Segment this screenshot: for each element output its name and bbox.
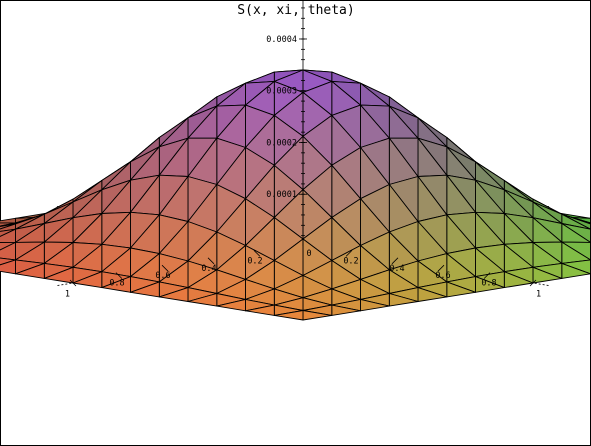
z-axis-tick-label: 0.0001 — [266, 190, 297, 200]
left-axis-tick-label: 0.2 — [247, 256, 262, 266]
surface-facet — [273, 310, 304, 321]
surface-facet — [0, 217, 16, 224]
surface-facet — [43, 266, 74, 284]
surface-facet — [158, 287, 189, 302]
z-axis-tick-label: 0.0004 — [266, 35, 297, 45]
left-axis-tick-label: 1 — [65, 290, 70, 300]
right-axis-tick — [345, 250, 353, 257]
surface-facet — [0, 259, 16, 275]
left-axis-tick — [253, 250, 261, 257]
left-axis-tick-label: 0.8 — [109, 279, 124, 289]
surface-facet — [15, 262, 45, 279]
surface-mesh — [0, 69, 591, 321]
surface-facet — [130, 281, 160, 298]
origin-label: 0 — [306, 249, 311, 259]
left-axis-tick-label: 0.6 — [155, 271, 170, 281]
front-axes: 0.2 0.4 0.6 0.8 1 0.2 0.4 0.6 0.8 1 0.0001 0.0002 0.… — [65, 0, 541, 300]
surface-facet — [101, 276, 131, 293]
right-axis-tick — [437, 264, 445, 272]
surface-facet — [216, 298, 246, 312]
surface-facet — [245, 304, 275, 316]
z-axis-tick-label: 0.0002 — [266, 138, 297, 148]
left-axis-tick — [207, 257, 215, 265]
chart-title: S(x, xi, theta) — [237, 3, 354, 18]
left-axis-tick — [115, 272, 123, 279]
right-axis-tick — [529, 279, 537, 287]
right-axis-tick — [391, 257, 399, 265]
z-axis-tick-label: 0.0003 — [266, 87, 297, 97]
right-axis-tick-label: 0.6 — [435, 271, 450, 281]
left-axis-tick-label: 0.4 — [201, 264, 216, 274]
right-axis-tick-label: 0.8 — [481, 279, 496, 289]
surface-facet — [187, 293, 218, 307]
right-axis-tick-label: 0.2 — [343, 256, 358, 266]
right-axis-tick-label: 1 — [536, 290, 541, 300]
right-axis-tick-label: 0.4 — [389, 264, 404, 274]
right-axis-tick — [483, 272, 491, 279]
surface-facet — [72, 271, 103, 289]
left-axis-tick — [161, 264, 169, 272]
left-axis-tick — [69, 279, 77, 287]
